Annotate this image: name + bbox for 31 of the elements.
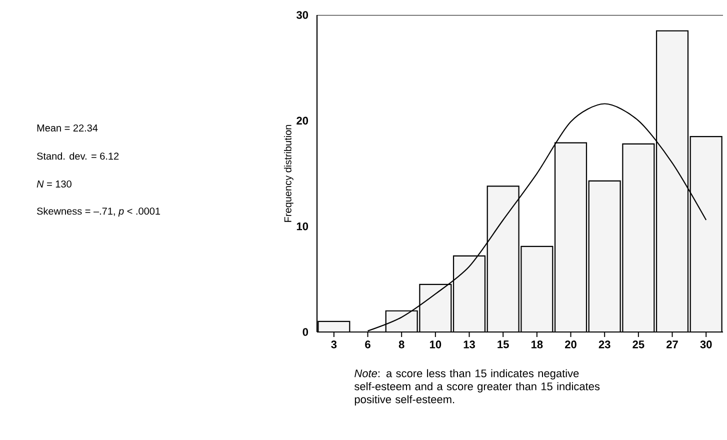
y-tick-label: 0 <box>302 328 308 336</box>
y-axis-title: Frequency distribution <box>284 124 294 222</box>
bar <box>555 142 586 332</box>
bar <box>521 246 553 332</box>
bar <box>454 256 485 332</box>
y-tick-label: 10 <box>296 222 308 230</box>
x-tick-label: 20 <box>565 340 576 348</box>
x-tick-label: 13 <box>464 340 475 348</box>
x-tick-label: 6 <box>365 340 370 348</box>
x-tick-label: 23 <box>598 340 610 348</box>
text: Note: a score less than 15 indicates negative self-esteem and a score greater than 15 indicates positive self-esteem. <box>354 369 600 406</box>
x-tick-label: 8 <box>398 340 404 348</box>
y-tick-label: 30 <box>296 11 308 19</box>
x-tick-label: 30 <box>700 340 712 348</box>
bar <box>588 180 620 332</box>
bar <box>420 284 452 332</box>
bar <box>622 144 654 332</box>
bar <box>690 136 722 332</box>
text: Mean = 22.34 <box>37 124 98 132</box>
text: Stand. dev. = 6.12 <box>36 152 119 160</box>
bar <box>487 186 519 332</box>
x-tick-label: 18 <box>531 340 543 348</box>
x-tick-label: 10 <box>430 340 442 348</box>
x-tick-label: 27 <box>666 340 678 348</box>
text: Skewness = –.71, p < .0001 <box>36 207 160 217</box>
x-tick-label: 15 <box>498 340 509 348</box>
x-tick-label: 3 <box>331 340 337 348</box>
text: N = 130 <box>36 180 72 188</box>
bar <box>656 30 688 332</box>
y-tick-label: 20 <box>296 116 308 125</box>
x-tick-label: 25 <box>632 340 644 348</box>
